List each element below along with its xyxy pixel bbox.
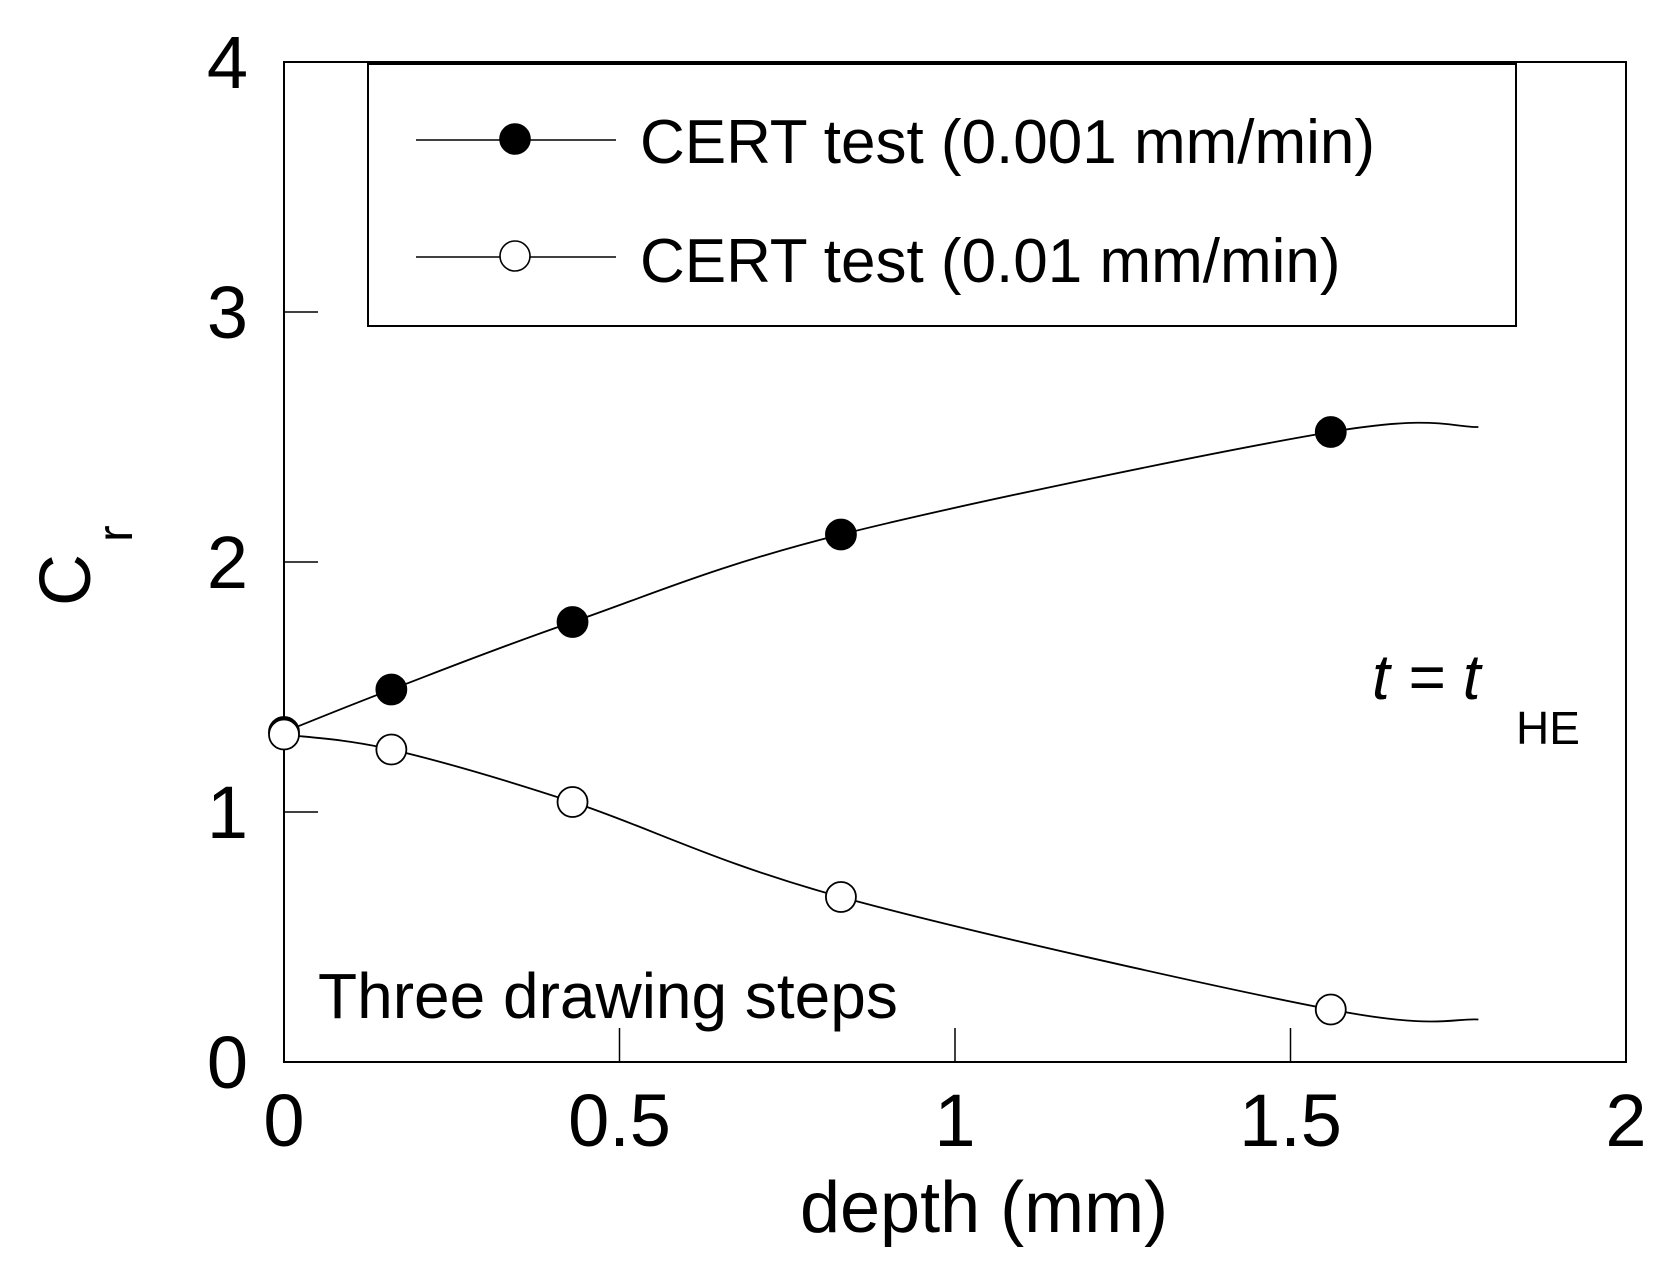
- y-axis-title-subscript: r: [87, 525, 143, 542]
- y-tick-label: 2: [207, 521, 248, 604]
- x-tick-label: 2: [1605, 1079, 1646, 1162]
- series-2-point: [556, 786, 589, 818]
- series-1-point: [1314, 416, 1347, 448]
- condition-subscript-text: HE: [1516, 702, 1580, 754]
- legend-marker-series-1: [499, 123, 531, 155]
- y-axis-title: C r: [26, 525, 143, 606]
- y-tick-label: 4: [207, 21, 248, 104]
- condition-main-text: t = t: [1372, 641, 1483, 713]
- y-tick-label: 3: [207, 271, 248, 354]
- series-1-point: [556, 606, 589, 638]
- series-1-point: [375, 673, 408, 706]
- x-tick-label: 1: [934, 1079, 975, 1162]
- series-2-point: [268, 718, 300, 751]
- y-axis-title-main: C: [26, 554, 106, 606]
- legend: CERT test (0.001 mm/min) CERT test (0.01…: [367, 63, 1517, 327]
- x-tick-label: 0.5: [568, 1079, 671, 1162]
- series-2-point: [375, 733, 408, 766]
- axis-ticks: 0 0.5 1 1.5 2 0 1 2 3 4: [207, 21, 1647, 1162]
- x-tick-label: 1.5: [1239, 1079, 1342, 1162]
- series-2-point: [1314, 993, 1347, 1026]
- y-tick-label: 1: [207, 771, 248, 854]
- note-annotation: Three drawing steps: [318, 960, 898, 1032]
- x-tick-label: 0: [263, 1079, 304, 1162]
- series-1-point: [825, 518, 857, 551]
- series-1-line: [283, 421, 1479, 733]
- series-2-point: [825, 881, 857, 913]
- condition-annotation: t = t HE: [1372, 641, 1580, 754]
- legend-box: [367, 63, 1517, 327]
- legend-label-series-1: CERT test (0.001 mm/min): [640, 108, 1375, 177]
- x-axis-title: depth (mm): [800, 1168, 1168, 1248]
- series-layer: [268, 416, 1479, 1026]
- y-tick-label: 0: [207, 1021, 248, 1104]
- legend-label-series-2: CERT test (0.01 mm/min): [640, 227, 1341, 296]
- legend-marker-series-2: [499, 240, 531, 272]
